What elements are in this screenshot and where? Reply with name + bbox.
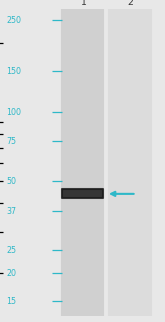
Text: 15: 15 [6,297,16,306]
Bar [62,10,103,316]
Text: 100: 100 [6,108,21,117]
Text: 1: 1 [80,0,85,6]
Text: 37: 37 [6,207,16,216]
Text: 75: 75 [6,137,16,146]
Text: 2: 2 [127,0,133,6]
Text: 20: 20 [6,268,16,277]
Bar [109,10,151,316]
Text: 50: 50 [6,177,16,186]
Text: 250: 250 [6,16,21,25]
Text: 150: 150 [6,67,21,76]
Text: 25: 25 [6,246,16,255]
